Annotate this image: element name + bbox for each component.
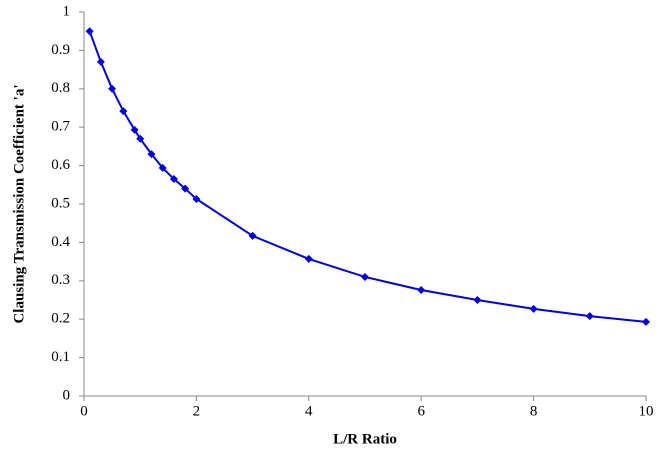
data-point: [248, 231, 257, 240]
y-axis-label: Clausing Transmission Coefficient 'a': [11, 84, 27, 323]
y-tick-label: 1: [63, 3, 71, 19]
x-axis-label: L/R Ratio: [333, 431, 397, 447]
data-point: [119, 107, 128, 116]
y-tick-label: 0.7: [51, 119, 70, 135]
y-tick-label: 0.2: [51, 311, 70, 327]
y-tick-label: 0.4: [51, 234, 70, 250]
y-tick-label: 0.3: [51, 272, 70, 288]
x-tick-label: 6: [417, 403, 425, 419]
y-tick-label: 0.9: [51, 42, 70, 58]
y-tick-label: 0.5: [51, 195, 70, 211]
y-tick-label: 0.1: [51, 349, 70, 365]
data-point: [642, 317, 650, 326]
x-tick-label: 4: [305, 403, 313, 419]
data-point: [85, 27, 94, 36]
data-point: [147, 150, 156, 159]
x-tick-label: 2: [193, 403, 201, 419]
data-point: [529, 304, 538, 313]
data-point: [130, 125, 139, 134]
data-point: [192, 195, 201, 204]
data-point: [473, 296, 482, 304]
data-point: [108, 84, 117, 93]
x-tick-label: 8: [530, 403, 538, 419]
data-point: [169, 175, 178, 184]
data-point: [304, 254, 313, 263]
y-tick-label: 0: [63, 387, 71, 403]
data-point: [96, 57, 105, 66]
data-point: [181, 184, 190, 193]
data-point: [417, 286, 426, 295]
data-point: [361, 272, 369, 281]
x-tick-label: 0: [80, 403, 88, 419]
x-tick-label: 10: [639, 403, 654, 419]
y-tick-label: 0.6: [51, 157, 70, 173]
data-point: [158, 163, 167, 172]
y-tick-label: 0.8: [51, 80, 70, 96]
data-point: [136, 134, 145, 143]
data-point: [585, 312, 594, 321]
